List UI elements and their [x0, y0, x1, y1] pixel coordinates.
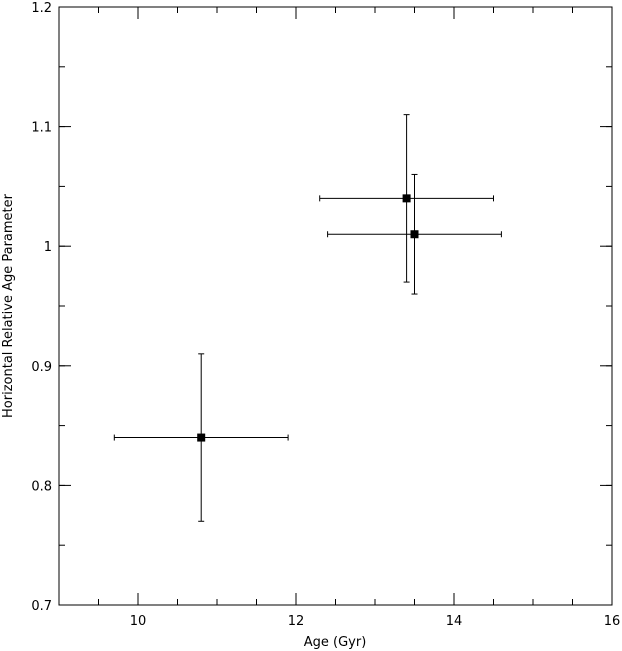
- y-tick-label: 0.8: [31, 479, 52, 494]
- data-points: [197, 194, 419, 442]
- plot-frame: [58, 6, 613, 606]
- x-tick-label: 10: [130, 614, 147, 629]
- x-tick-label: 12: [288, 614, 305, 629]
- data-point: [402, 194, 411, 203]
- y-tick-label: 1.1: [31, 121, 52, 136]
- tick-labels: 10 12 14 16 0.7 0.8 0.9 1 1.1 1.2: [31, 1, 620, 629]
- x-tick-label: 14: [446, 614, 463, 629]
- y-axis-label: Horizontal Relative Age Parameter: [1, 193, 16, 418]
- data-point: [197, 433, 206, 442]
- tick-marks: [58, 6, 613, 606]
- x-tick-label: 16: [604, 614, 621, 629]
- x-axis-label: Age (Gyr): [304, 635, 367, 650]
- error-bars: [113, 114, 502, 522]
- data-point: [410, 230, 419, 239]
- y-tick-label: 0.7: [31, 599, 52, 614]
- y-tick-label: 0.9: [31, 360, 52, 375]
- y-tick-label: 1: [44, 240, 52, 255]
- y-tick-label: 1.2: [31, 1, 52, 16]
